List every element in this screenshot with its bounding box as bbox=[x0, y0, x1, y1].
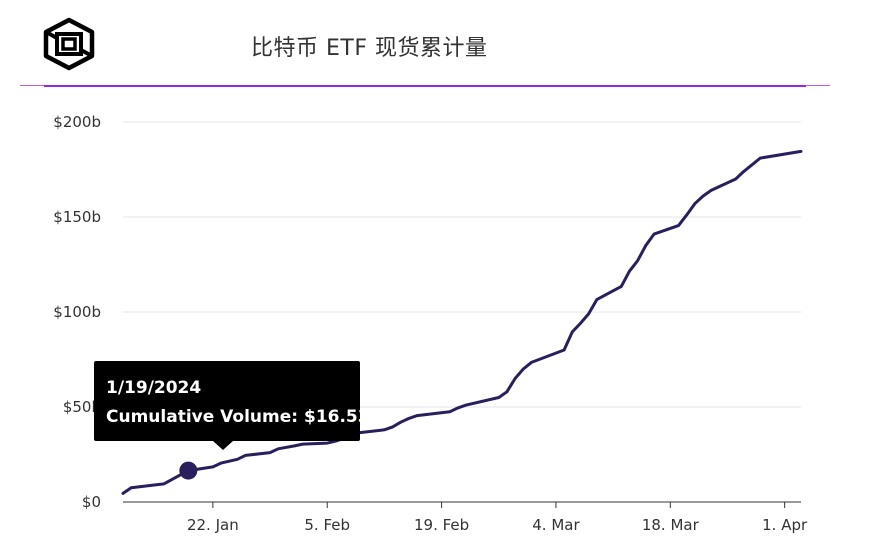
chart-tooltip: 1/19/2024 Cumulative Volume: $16.53b bbox=[94, 361, 382, 441]
tooltip-pointer bbox=[213, 441, 233, 450]
data-point bbox=[244, 453, 248, 457]
x-axis: 22. Jan 5. Feb 19. Feb 4. Mar 18. Mar 1. Apr bbox=[123, 501, 808, 534]
data-point bbox=[505, 390, 509, 394]
data-point bbox=[399, 420, 403, 424]
x-tick-label: 5. Feb bbox=[304, 516, 350, 534]
data-point bbox=[578, 321, 582, 325]
tooltip-label: Cumulative Volume: bbox=[106, 407, 299, 427]
data-point bbox=[211, 465, 215, 469]
x-tick-label: 4. Mar bbox=[532, 516, 580, 534]
tooltip-value: $16.53b bbox=[303, 407, 382, 427]
data-point bbox=[382, 428, 386, 432]
data-point bbox=[693, 202, 697, 206]
data-point bbox=[562, 348, 566, 352]
data-point bbox=[464, 403, 468, 407]
data-point bbox=[742, 169, 746, 173]
y-tick-label: $200b bbox=[53, 113, 101, 131]
tooltip-value-line: Cumulative Volume: $16.53b bbox=[106, 403, 382, 432]
y-tick-label: $150b bbox=[53, 208, 101, 226]
data-point bbox=[529, 360, 533, 364]
data-point bbox=[799, 149, 803, 153]
data-point bbox=[497, 396, 501, 400]
data-point bbox=[276, 447, 280, 451]
data-point bbox=[293, 444, 297, 448]
data-point bbox=[652, 232, 656, 236]
highlight-point bbox=[179, 461, 198, 480]
chart-header: 比特币 ETF 现货累计量 bbox=[0, 0, 873, 90]
data-point bbox=[456, 406, 460, 410]
data-point bbox=[521, 367, 525, 371]
data-point bbox=[595, 298, 599, 302]
data-point bbox=[301, 442, 305, 446]
data-point bbox=[750, 163, 754, 167]
tooltip-date: 1/19/2024 bbox=[106, 378, 202, 398]
series-layer bbox=[121, 149, 803, 495]
data-point bbox=[235, 457, 239, 461]
header-divider-accent bbox=[44, 85, 806, 87]
cube-logo-icon bbox=[43, 17, 95, 71]
y-tick-label: $100b bbox=[53, 303, 101, 321]
data-point bbox=[407, 416, 411, 420]
x-tick-label: 19. Feb bbox=[414, 516, 469, 534]
chart-title: 比特币 ETF 现货累计量 bbox=[251, 36, 488, 61]
series-line-cumulative-volume bbox=[121, 149, 803, 495]
data-point bbox=[758, 156, 762, 160]
data-point bbox=[570, 330, 574, 334]
data-point bbox=[162, 482, 166, 486]
data-point bbox=[219, 461, 223, 465]
highlight-layer bbox=[179, 461, 198, 480]
x-tick-label: 22. Jan bbox=[187, 516, 239, 534]
y-tick-label: $50b bbox=[63, 398, 101, 416]
data-point bbox=[121, 491, 125, 495]
data-point bbox=[325, 441, 329, 445]
data-point bbox=[513, 377, 517, 381]
data-point bbox=[415, 414, 419, 418]
data-point bbox=[685, 213, 689, 217]
x-tick-label: 1. Apr bbox=[762, 516, 808, 534]
data-point bbox=[129, 486, 133, 490]
data-point bbox=[268, 451, 272, 455]
data-point bbox=[628, 269, 632, 273]
x-tick-label: 18. Mar bbox=[642, 516, 700, 534]
y-tick-label: $0 bbox=[82, 493, 101, 511]
data-point bbox=[677, 224, 681, 228]
y-axis: $0 $50b $100b $150b $200b bbox=[53, 113, 101, 511]
data-point bbox=[448, 410, 452, 414]
data-point bbox=[734, 177, 738, 181]
data-point bbox=[701, 194, 705, 198]
data-point bbox=[709, 188, 713, 192]
data-point bbox=[636, 259, 640, 263]
data-point bbox=[391, 425, 395, 429]
data-point bbox=[619, 284, 623, 288]
data-point bbox=[587, 312, 591, 316]
data-point bbox=[644, 244, 648, 248]
